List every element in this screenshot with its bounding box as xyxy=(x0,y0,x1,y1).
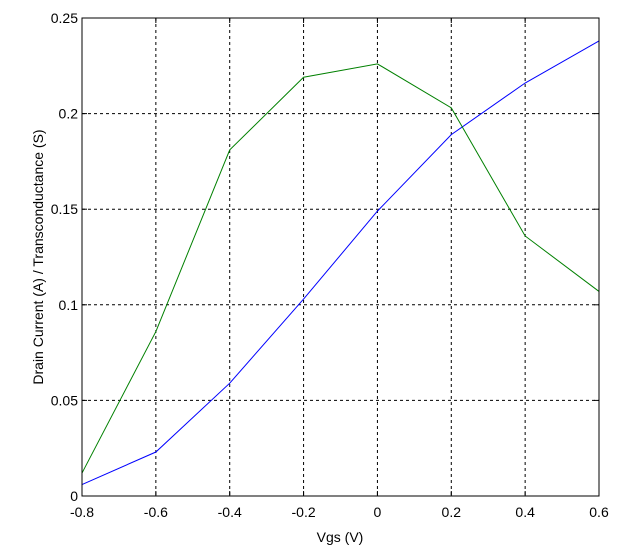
x-tick-label: 0.4 xyxy=(515,504,535,520)
grid-lines xyxy=(82,18,599,496)
y-tick-label: 0.1 xyxy=(59,297,79,313)
y-tick-label: 0 xyxy=(70,488,78,504)
x-tick-label: -0.8 xyxy=(70,504,94,520)
y-tick-label: 0.15 xyxy=(51,201,78,217)
series-line-2 xyxy=(81,63,600,474)
axis-ticks xyxy=(81,17,600,497)
x-tick-label: 0.2 xyxy=(442,504,462,520)
plot-background xyxy=(82,18,599,496)
series-lines xyxy=(81,40,600,485)
y-tick-label: 0.05 xyxy=(51,392,78,408)
x-tick-label: 0.6 xyxy=(589,504,609,520)
plot-frame xyxy=(81,17,600,497)
x-tick-label: 0 xyxy=(374,504,382,520)
y-tick-label: 0.25 xyxy=(51,10,78,26)
x-tick-label: -0.4 xyxy=(218,504,242,520)
x-axis-label: Vgs (V) xyxy=(317,529,364,545)
tick-labels: -0.8 -0.6 -0.4 -0.2 0 0.2 0.4 0.6 0 0.05 0.1 0.15 0.… xyxy=(51,10,609,520)
x-tick-label: -0.2 xyxy=(292,504,316,520)
series-line-1 xyxy=(81,40,600,485)
x-tick-label: -0.6 xyxy=(144,504,168,520)
y-axis-label: Drain Current (A) / Transconductance (S) xyxy=(30,129,46,384)
y-tick-label: 0.2 xyxy=(59,106,79,122)
